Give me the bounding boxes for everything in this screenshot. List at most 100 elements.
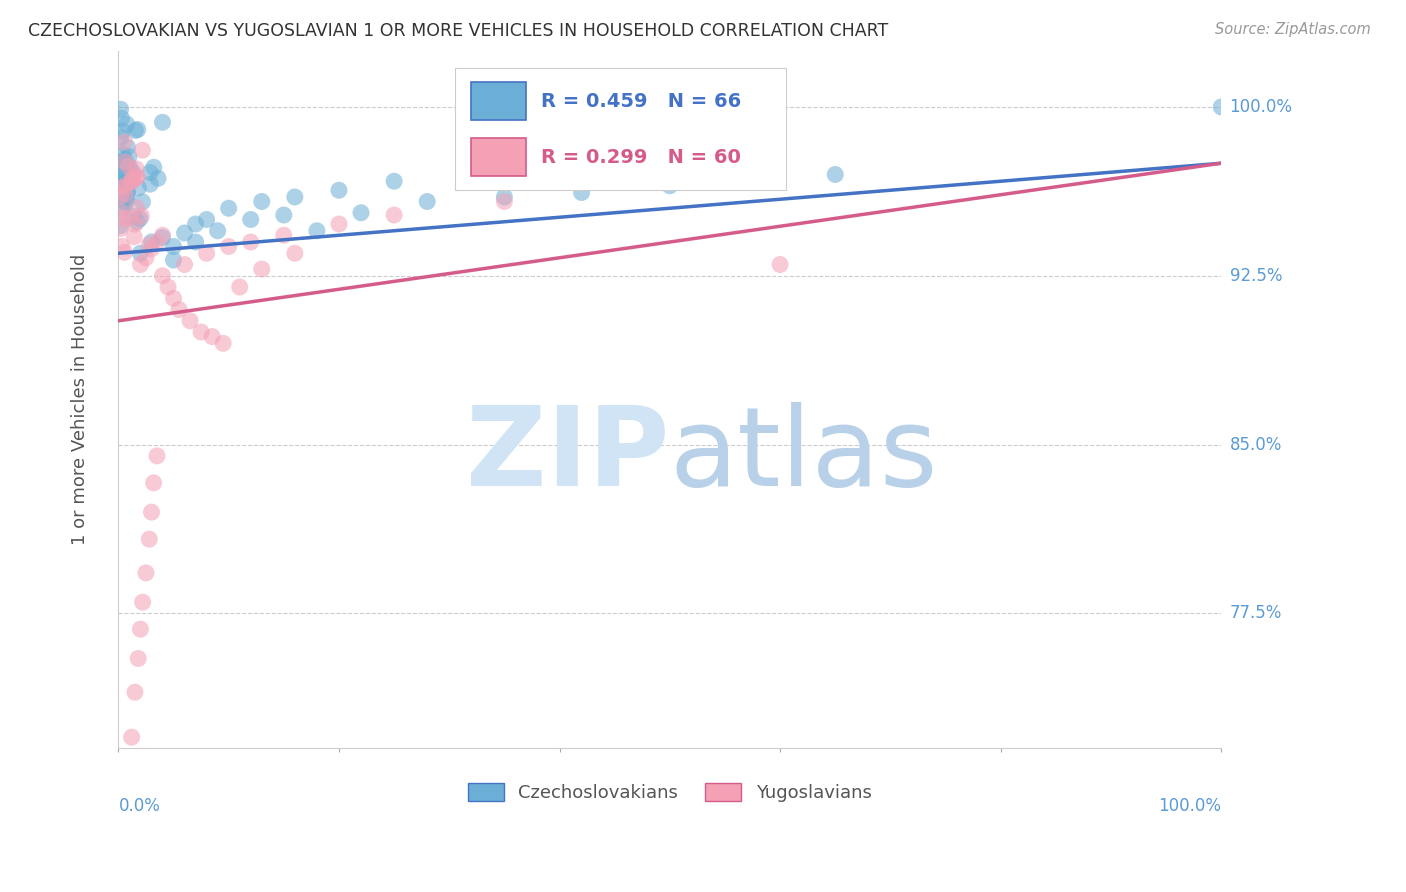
Point: [111, 155, 134, 169]
Point: [127, 651, 149, 665]
Point: [142, 475, 165, 490]
Point: [382, 174, 405, 188]
Point: [131, 143, 153, 157]
Point: [124, 685, 146, 699]
Point: [114, 245, 136, 260]
Point: [112, 211, 135, 226]
FancyBboxPatch shape: [471, 82, 526, 120]
Text: 100.0%: 100.0%: [1230, 98, 1292, 116]
Point: [117, 183, 139, 197]
Point: [139, 165, 162, 179]
Point: [117, 159, 139, 173]
Point: [195, 212, 218, 227]
Point: [125, 201, 148, 215]
Text: CZECHOSLOVAKIAN VS YUGOSLAVIAN 1 OR MORE VEHICLES IN HOUSEHOLD CORRELATION CHART: CZECHOSLOVAKIAN VS YUGOSLAVIAN 1 OR MORE…: [28, 22, 889, 40]
Point: [117, 172, 139, 186]
Point: [112, 170, 135, 185]
Point: [195, 246, 218, 260]
Text: 85.0%: 85.0%: [1230, 435, 1282, 454]
Text: atlas: atlas: [669, 402, 938, 509]
Point: [135, 251, 157, 265]
Point: [167, 302, 190, 317]
Point: [111, 124, 134, 138]
Point: [110, 188, 132, 202]
Point: [121, 175, 143, 189]
Point: [115, 156, 138, 170]
Point: [141, 235, 163, 249]
Point: [571, 186, 593, 200]
Point: [129, 211, 152, 226]
Point: [122, 229, 145, 244]
Point: [328, 217, 350, 231]
Point: [118, 160, 141, 174]
Point: [494, 190, 516, 204]
Point: [146, 235, 169, 249]
Point: [239, 212, 262, 227]
FancyBboxPatch shape: [454, 68, 786, 190]
Point: [120, 167, 142, 181]
Point: [190, 325, 212, 339]
Point: [494, 194, 516, 209]
Point: [162, 291, 184, 305]
Point: [124, 123, 146, 137]
Point: [117, 173, 139, 187]
Point: [142, 160, 165, 174]
Point: [184, 217, 207, 231]
Point: [127, 122, 149, 136]
Point: [416, 194, 439, 209]
Point: [239, 235, 262, 249]
Point: [152, 268, 174, 283]
Point: [162, 253, 184, 268]
Point: [141, 505, 163, 519]
Point: [382, 208, 405, 222]
Point: [152, 228, 174, 243]
Text: R = 0.299   N = 60: R = 0.299 N = 60: [541, 148, 741, 167]
Point: [129, 258, 152, 272]
Point: [127, 170, 149, 185]
Point: [139, 177, 162, 191]
Point: [141, 242, 163, 256]
Point: [114, 178, 136, 193]
Point: [284, 246, 307, 260]
Point: [824, 168, 846, 182]
Point: [173, 226, 195, 240]
Point: [124, 217, 146, 231]
Point: [114, 155, 136, 169]
Point: [118, 149, 141, 163]
Point: [146, 449, 169, 463]
Point: [138, 237, 160, 252]
Text: 0.0%: 0.0%: [118, 797, 160, 815]
Point: [115, 195, 138, 210]
Text: Source: ZipAtlas.com: Source: ZipAtlas.com: [1215, 22, 1371, 37]
Point: [218, 239, 240, 253]
Point: [131, 209, 153, 223]
Point: [120, 175, 142, 189]
Point: [152, 230, 174, 244]
Point: [146, 171, 169, 186]
Point: [110, 219, 132, 233]
FancyBboxPatch shape: [471, 138, 526, 177]
Point: [212, 336, 235, 351]
Point: [121, 170, 143, 185]
Point: [112, 135, 135, 149]
Point: [110, 156, 132, 170]
Point: [129, 622, 152, 636]
Point: [273, 208, 295, 222]
Point: [127, 181, 149, 195]
Point: [110, 103, 132, 117]
Point: [284, 190, 307, 204]
Point: [111, 239, 134, 253]
Point: [273, 228, 295, 243]
Point: [305, 224, 328, 238]
Point: [115, 117, 138, 131]
Text: 1 or more Vehicles in Household: 1 or more Vehicles in Household: [70, 254, 89, 545]
Point: [122, 209, 145, 223]
Point: [110, 221, 132, 235]
Point: [179, 314, 201, 328]
Point: [228, 280, 250, 294]
Point: [122, 166, 145, 180]
Point: [110, 130, 132, 145]
Point: [350, 206, 373, 220]
Point: [1211, 100, 1233, 114]
Point: [111, 147, 134, 161]
